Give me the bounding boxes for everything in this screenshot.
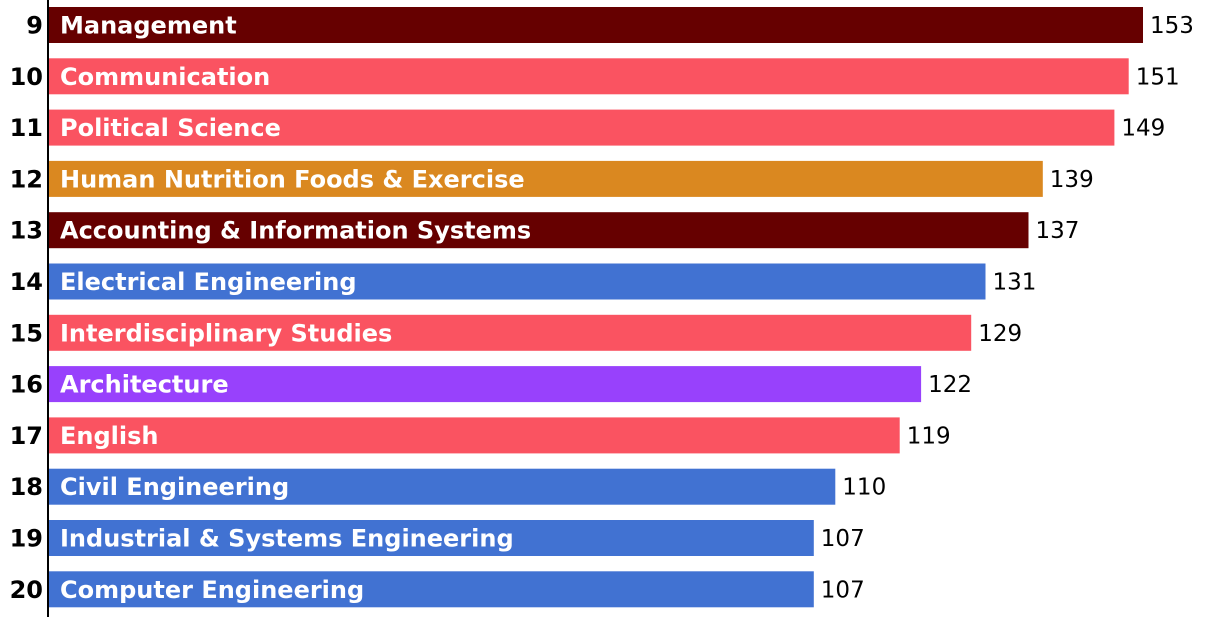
bar-label-10: Communication (60, 63, 270, 91)
bar-label-12: Human Nutrition Foods & Exercise (60, 165, 525, 193)
bar-10 (48, 58, 1129, 95)
bar-label-16: Architecture (60, 371, 229, 399)
rank-label-13: 13 (10, 217, 43, 245)
bar-14 (48, 263, 986, 300)
rank-label-15: 15 (10, 319, 43, 347)
bar-11 (48, 109, 1115, 146)
rank-label-16: 16 (10, 371, 43, 399)
labels-layer: 9 Management 153 10 Communication 151 11 Politi… (10, 12, 1194, 604)
bar-18 (48, 468, 836, 505)
bar-label-11: Political Science (60, 114, 281, 142)
value-label-19: 107 (821, 526, 865, 552)
rank-label-14: 14 (10, 268, 43, 296)
rank-label-19: 19 (10, 525, 43, 553)
value-label-9: 153 (1150, 13, 1194, 39)
rank-label-20: 20 (10, 576, 43, 604)
value-label-18: 110 (842, 475, 886, 501)
value-label-13: 137 (1036, 218, 1080, 244)
bar-15 (48, 314, 972, 351)
bar-9 (48, 7, 1143, 43)
rank-label-17: 17 (10, 422, 43, 450)
value-label-12: 139 (1050, 167, 1094, 193)
bars-layer (48, 7, 1143, 608)
bar-label-19: Industrial & Systems Engineering (60, 525, 514, 553)
bar-12 (48, 160, 1043, 197)
bar-label-18: Civil Engineering (60, 473, 289, 501)
bar-20 (48, 571, 814, 608)
value-label-16: 122 (928, 372, 972, 398)
rank-label-10: 10 (10, 63, 43, 91)
value-label-20: 107 (821, 577, 865, 603)
rank-label-12: 12 (10, 165, 43, 193)
bar-16 (48, 366, 922, 403)
value-label-15: 129 (978, 321, 1022, 347)
value-label-10: 151 (1136, 64, 1180, 90)
value-label-14: 131 (993, 270, 1037, 296)
value-label-11: 149 (1121, 116, 1165, 142)
bar-label-15: Interdisciplinary Studies (60, 319, 392, 347)
bar-label-13: Accounting & Information Systems (60, 217, 531, 245)
bar-label-17: English (60, 422, 158, 450)
bar-label-9: Management (60, 12, 237, 40)
bar-19 (48, 520, 814, 556)
rank-label-11: 11 (10, 114, 43, 142)
bar-17 (48, 417, 900, 454)
rank-label-18: 18 (10, 473, 43, 501)
bar-label-14: Electrical Engineering (60, 268, 357, 296)
value-label-17: 119 (907, 423, 951, 449)
bar-label-20: Computer Engineering (60, 576, 364, 604)
rank-label-9: 9 (26, 12, 43, 40)
bar-13 (48, 212, 1029, 249)
